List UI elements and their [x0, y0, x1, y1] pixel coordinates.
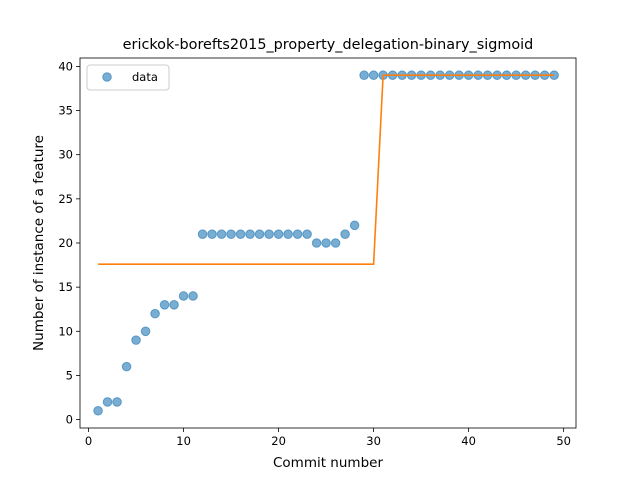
- x-tick-label: 10: [176, 434, 191, 448]
- data-point: [254, 229, 265, 239]
- legend-box: [86, 64, 170, 91]
- legend-marker: [102, 72, 112, 82]
- y-axis-label: Number of instance of a feature: [31, 135, 47, 351]
- data-point: [140, 326, 151, 337]
- data-point: [302, 229, 312, 239]
- data-point: [188, 291, 198, 301]
- data-point: [131, 335, 141, 345]
- data-point: [264, 229, 274, 239]
- x-tick-label: 20: [271, 434, 286, 448]
- data-point: [169, 300, 179, 310]
- axes-frame: [79, 57, 577, 429]
- data-point: [121, 361, 132, 372]
- data-point: [216, 229, 227, 239]
- data-point: [273, 229, 284, 239]
- data-point: [330, 238, 341, 248]
- y-tick-label: 15: [58, 280, 73, 294]
- y-tick-label: 30: [58, 148, 73, 162]
- y-tick-label: 5: [66, 368, 73, 382]
- data-point: [368, 70, 379, 81]
- data-point: [311, 238, 322, 248]
- data-point: [292, 229, 303, 239]
- data-point: [112, 397, 122, 407]
- legend-label: data: [132, 70, 158, 84]
- plot-area: 0 10 20 30 40 50 0 5 10 15 20 25 30 35 40: [58, 57, 577, 448]
- data-point: [226, 229, 236, 239]
- x-tick-label: 0: [85, 434, 92, 448]
- data-point: [207, 229, 217, 239]
- data-point: [150, 308, 160, 319]
- x-axis-label: Commit number: [273, 455, 383, 471]
- y-tick-label: 40: [58, 59, 73, 73]
- data-point: [235, 229, 246, 239]
- data-point: [197, 229, 208, 239]
- fit-line: [98, 74, 555, 265]
- data-point: [340, 229, 350, 239]
- data-point: [159, 300, 170, 310]
- data-point: [349, 220, 360, 231]
- x-tick-label: 50: [556, 434, 571, 448]
- data-point: [283, 229, 293, 239]
- x-tick-label: 30: [366, 434, 381, 448]
- data-point: [178, 291, 189, 301]
- data-point: [102, 397, 113, 407]
- data-point: [93, 405, 103, 416]
- y-tick-label: 35: [58, 104, 73, 118]
- y-tick-label: 25: [58, 192, 73, 206]
- x-tick-label: 40: [461, 434, 476, 448]
- data-points: [93, 70, 559, 416]
- data-point: [359, 70, 369, 81]
- data-point: [245, 229, 255, 239]
- legend: data: [86, 64, 170, 91]
- y-tick-label: 10: [58, 324, 73, 338]
- data-point: [321, 238, 331, 248]
- y-tick-label: 0: [66, 413, 73, 427]
- chart-title: erickok-borefts2015_property_delegation-…: [123, 37, 534, 53]
- y-tick-label: 20: [58, 236, 73, 250]
